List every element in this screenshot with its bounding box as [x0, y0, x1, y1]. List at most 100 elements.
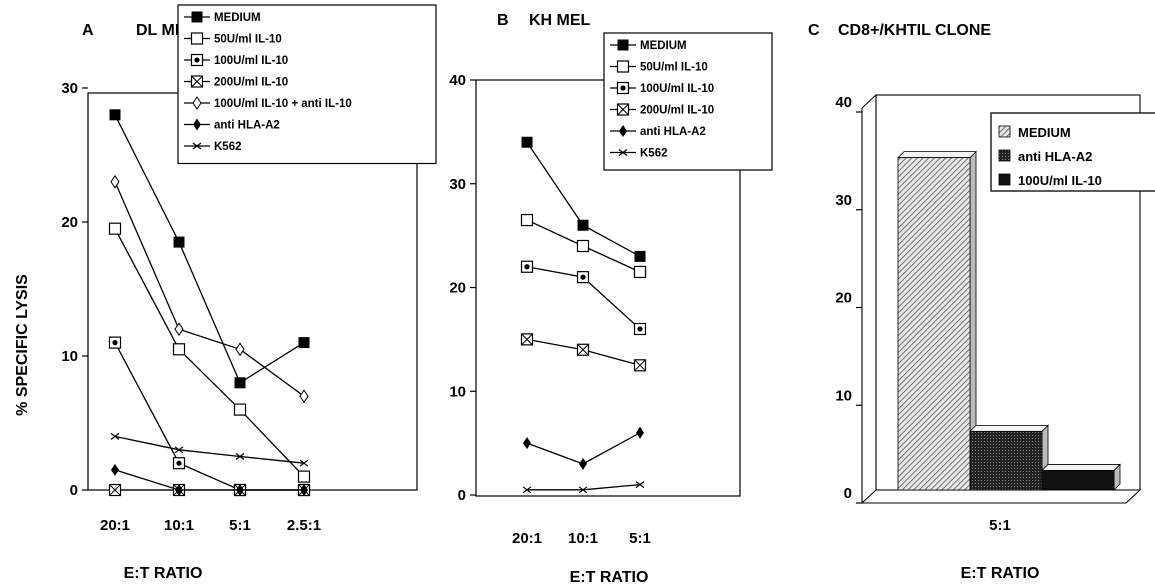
panel-a-data-point	[108, 483, 122, 497]
panel-b-data-point	[633, 322, 647, 336]
panel-a-ytick-label: 10	[61, 348, 78, 365]
panel-b-data-point	[520, 333, 534, 346]
panel-c-legend-label: anti HLA-A2	[1018, 149, 1092, 164]
panel-a-legend-marker-cross	[191, 75, 203, 88]
panel-a-legend: MEDIUM 50U/ml IL-10 100U/ml IL-10 200U/ml I…	[177, 4, 437, 165]
panel-c-xtick-label: 5:1	[989, 517, 1011, 534]
panel-b-data-point-cross	[577, 343, 589, 356]
panel-b-ytick-label: 40	[449, 72, 466, 89]
panel-a-legend-marker	[190, 53, 204, 67]
panel-b-legend-marker	[617, 39, 629, 51]
panel-a-series-line	[114, 228, 305, 478]
panel-c-bar-front	[897, 157, 971, 491]
panel-b-legend-label: 50U/ml IL-10	[640, 62, 708, 74]
panel-b-letter: B	[497, 12, 509, 29]
panel-b-ytick-label: 0	[458, 487, 466, 504]
panel-a-data-point	[236, 484, 244, 496]
y-axis-label: % SPECIFIC LYSIS	[14, 274, 31, 416]
panel-b-legend-marker	[616, 103, 630, 116]
panel-a-legend-label: anti HLA-A2	[214, 120, 280, 132]
panel-c-ytick-label: 30	[835, 192, 852, 209]
panel-a-data-point	[174, 322, 184, 337]
panel-b-data-point	[578, 486, 588, 494]
panel-b-legend-box	[603, 32, 773, 171]
panel-b-ytick-label: 20	[449, 280, 466, 297]
panel-c-bar-front	[1041, 470, 1115, 491]
panel-c-bar-top	[897, 151, 977, 159]
panel-b-x-axis-label: E:T RATIO	[570, 569, 649, 586]
panel-b-data-point	[520, 213, 534, 227]
panel-a-legend-marker	[190, 32, 204, 45]
panel-a-legend-marker	[192, 142, 202, 150]
panel-a-legend-label: 50U/ml IL-10	[214, 34, 282, 46]
panel-b-legend-marker-cross	[617, 103, 629, 116]
panel-a-legend-label: K562	[214, 141, 242, 153]
panel-a-data-point	[297, 470, 311, 483]
panel-b-legend-label: 200U/ml IL-10	[640, 105, 714, 117]
panel-a-legend-label: MEDIUM	[214, 12, 261, 24]
panel-c: C CD8+/KHTIL CLONE 0 10 20 30 40 5:1 MEDIUM ant…	[808, 22, 1155, 582]
panel-a-letter: A	[82, 22, 94, 39]
panel-b-data-point	[636, 426, 644, 439]
panel-a-legend-label: 100U/ml IL-10	[214, 55, 288, 67]
panel-c-ytick-label: 40	[835, 94, 852, 111]
panel-b-legend-marker	[616, 60, 630, 73]
panel-a-series-line	[114, 435, 305, 464]
panel-a-data-point	[110, 174, 120, 189]
panel-c-legend-swatch	[998, 173, 1011, 186]
panel-a-series-line	[114, 342, 304, 491]
panel-a-ytick-label: 20	[61, 214, 78, 231]
panel-b-xtick-label: 10:1	[568, 530, 598, 547]
panel-c-bar-top	[1041, 464, 1121, 471]
panel-c-bar	[969, 424, 1049, 491]
panel-a-legend-marker-dot	[194, 57, 200, 63]
panel-b-data-point	[635, 481, 645, 489]
panel-a-data-point	[175, 484, 183, 496]
panel-b-data-point	[634, 250, 646, 262]
panel-b-xtick-label: 5:1	[629, 530, 651, 547]
panel-b-data-point-cross	[634, 359, 646, 372]
panel-a-xtick-label: 10:1	[164, 517, 194, 534]
panel-b-data-point	[520, 260, 534, 273]
panel-b-legend-label: K562	[640, 148, 668, 160]
panel-b-data-point	[576, 239, 590, 253]
panel-b-legend-label: 100U/ml IL-10	[640, 83, 714, 95]
panel-b: B KH MEL 0 10 20 30 40 20:1 10:1 5:1 MEDIUM 50U/m…	[449, 12, 773, 586]
panel-c-letter: C	[808, 22, 820, 39]
panel-b-legend-marker	[616, 81, 630, 95]
panel-c-bar	[1041, 463, 1121, 491]
panel-a-legend-box	[177, 4, 437, 165]
panel-a-legend-marker	[193, 118, 201, 131]
panel-b-data-point	[633, 359, 647, 372]
panel-a-data-point	[299, 459, 309, 467]
panel-c-ytick-label: 0	[844, 485, 852, 502]
panel-a-data-point	[299, 389, 309, 404]
panel-b-legend-label: MEDIUM	[640, 40, 687, 52]
panel-c-legend-swatch	[998, 149, 1011, 162]
panel-a-xtick-label: 5:1	[229, 517, 251, 534]
panel-a-data-point	[173, 236, 185, 248]
panel-b-title: KH MEL	[529, 12, 591, 29]
panel-a-legend-marker	[191, 11, 203, 23]
panel-c-floor	[860, 489, 1142, 504]
panel-a-x-axis-label: E:T RATIO	[124, 565, 203, 582]
panel-a-ytick-label: 30	[61, 80, 78, 97]
panel-a-legend-marker	[192, 96, 202, 110]
panel-a-series-line	[114, 114, 305, 384]
panel-b-data-point	[521, 136, 533, 148]
panel-b-legend-marker-dot	[620, 85, 626, 91]
panel-b-data-point	[522, 486, 532, 494]
panel-c-bar	[897, 150, 977, 491]
panel-a-data-point	[234, 377, 246, 389]
panel-c-ytick-label: 10	[835, 387, 852, 404]
panel-b-legend-marker	[618, 149, 628, 156]
panel-a-data-point	[235, 453, 245, 460]
panel-a-data-point	[108, 222, 122, 235]
panel-a-data-point	[300, 484, 308, 496]
panel-c-title: CD8+/KHTIL CLONE	[838, 22, 991, 39]
panel-b-legend-label: anti HLA-A2	[640, 126, 706, 138]
panel-b-xtick-label: 20:1	[512, 530, 542, 547]
panel-a-data-point	[109, 109, 121, 121]
